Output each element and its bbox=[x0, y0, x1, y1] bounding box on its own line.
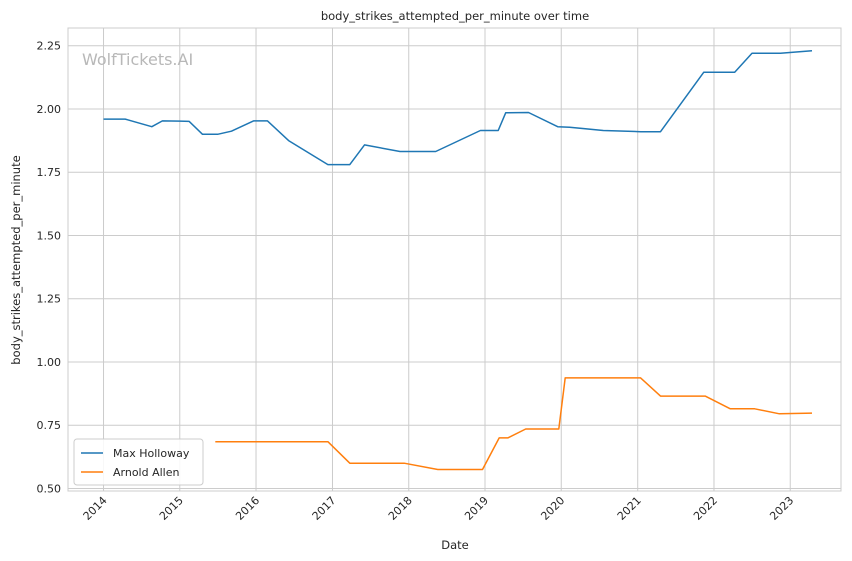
x-tick-label: 2021 bbox=[615, 494, 644, 523]
chart-title: body_strikes_attempted_per_minute over t… bbox=[321, 9, 589, 23]
x-ticks: 2014 2015 2016 2017 2018 2019 2020 2021 2022 2023 bbox=[81, 494, 797, 523]
legend: Max Holloway Arnold Allen bbox=[73, 438, 204, 486]
x-tick-label: 2014 bbox=[81, 494, 110, 523]
y-tick-label: 1.25 bbox=[37, 293, 62, 306]
y-tick-label: 2.25 bbox=[37, 40, 62, 53]
y-tick-label: 0.75 bbox=[37, 419, 62, 432]
x-axis-label: Date bbox=[441, 538, 469, 552]
plot-area bbox=[67, 27, 842, 492]
grid bbox=[68, 28, 841, 491]
y-tick-label: 1.00 bbox=[37, 356, 62, 369]
series-line-max-holloway bbox=[103, 50, 813, 166]
legend-box bbox=[73, 438, 204, 486]
x-tick-label: 2020 bbox=[538, 494, 567, 523]
series-line-arnold-allen bbox=[215, 377, 813, 471]
x-tick-label: 2018 bbox=[386, 494, 415, 523]
y-tick-label: 1.50 bbox=[37, 229, 62, 242]
y-axis-label: body_strikes_attempted_per_minute bbox=[9, 155, 23, 364]
x-tick-label: 2019 bbox=[462, 494, 491, 523]
x-tick-label: 2017 bbox=[310, 494, 339, 523]
watermark: WolfTickets.AI bbox=[82, 50, 193, 69]
x-tick-label: 2022 bbox=[691, 494, 720, 523]
legend-label-arnold-allen: Arnold Allen bbox=[113, 466, 179, 479]
y-tick-label: 2.00 bbox=[37, 103, 62, 116]
series-lines bbox=[103, 50, 813, 471]
y-tick-label: 0.50 bbox=[37, 482, 62, 495]
x-tick-label: 2016 bbox=[233, 494, 262, 523]
x-tick-label: 2023 bbox=[767, 494, 796, 523]
y-tick-label: 1.75 bbox=[37, 166, 62, 179]
x-tick-label: 2015 bbox=[157, 494, 186, 523]
legend-label-max-holloway: Max Holloway bbox=[113, 447, 190, 460]
y-ticks: 0.50 0.75 1.00 1.25 1.50 1.75 2.00 2.25 bbox=[37, 40, 62, 496]
